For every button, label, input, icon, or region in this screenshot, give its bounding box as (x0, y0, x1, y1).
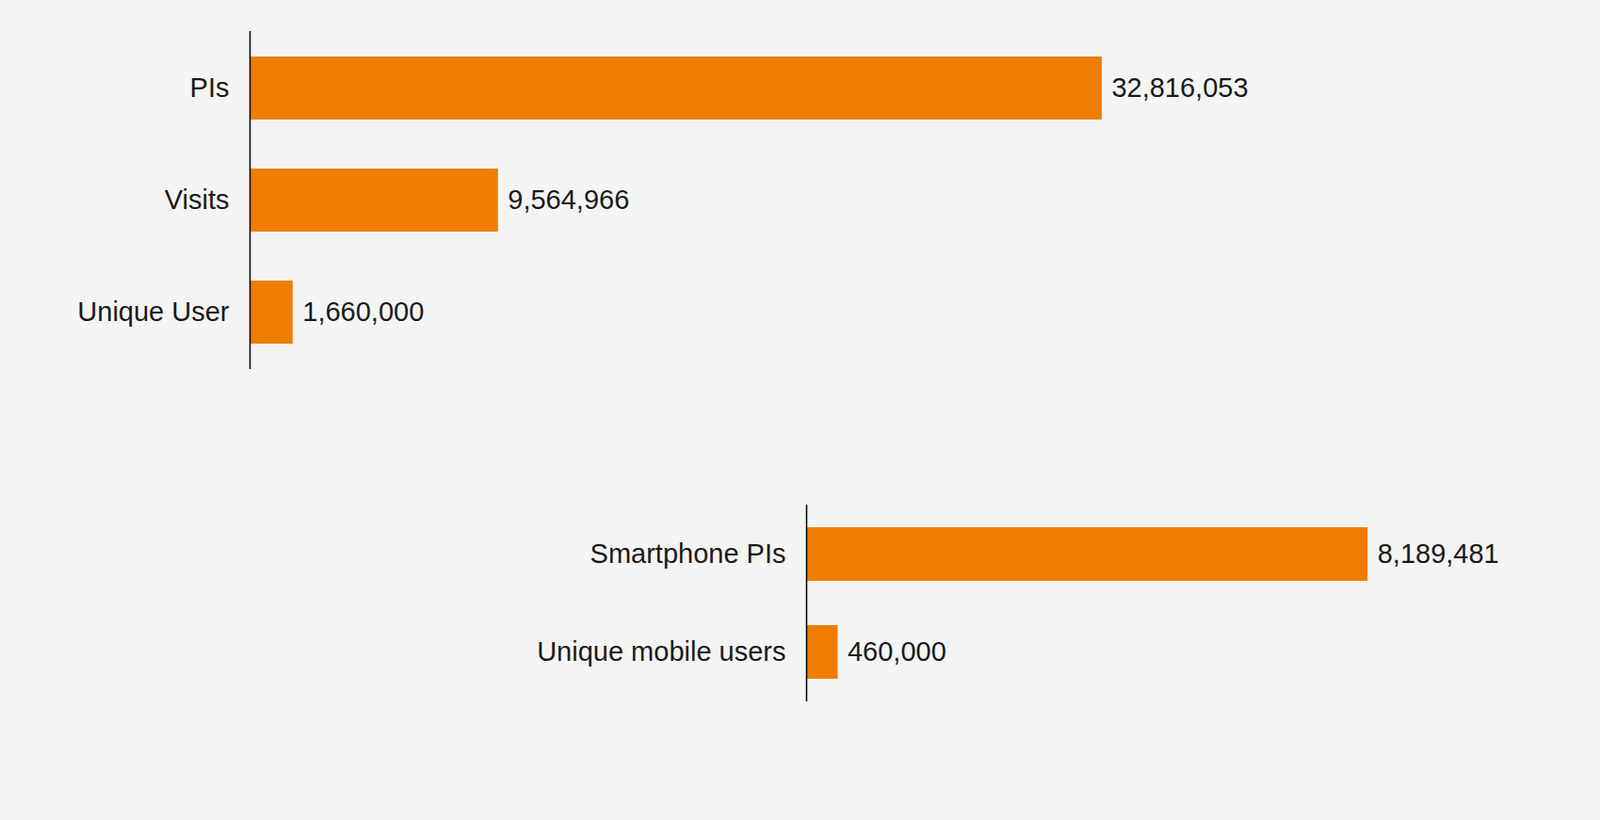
svg-text:460,000: 460,000 (847, 636, 947, 667)
svg-text:32,816,053: 32,816,053 (1111, 72, 1248, 103)
svg-text:Visits: Visits (164, 184, 230, 215)
svg-text:PIs: PIs (190, 72, 230, 103)
svg-text:9,564,966: 9,564,966 (507, 184, 630, 215)
svg-text:Smartphone PIs: Smartphone PIs (590, 538, 787, 569)
svg-text:Unique mobile users: Unique mobile users (536, 636, 786, 667)
svg-text:1,660,000: 1,660,000 (302, 296, 424, 327)
svg-text:Unique User: Unique User (77, 296, 230, 327)
svg-text:8,189,481: 8,189,481 (1377, 538, 1500, 569)
